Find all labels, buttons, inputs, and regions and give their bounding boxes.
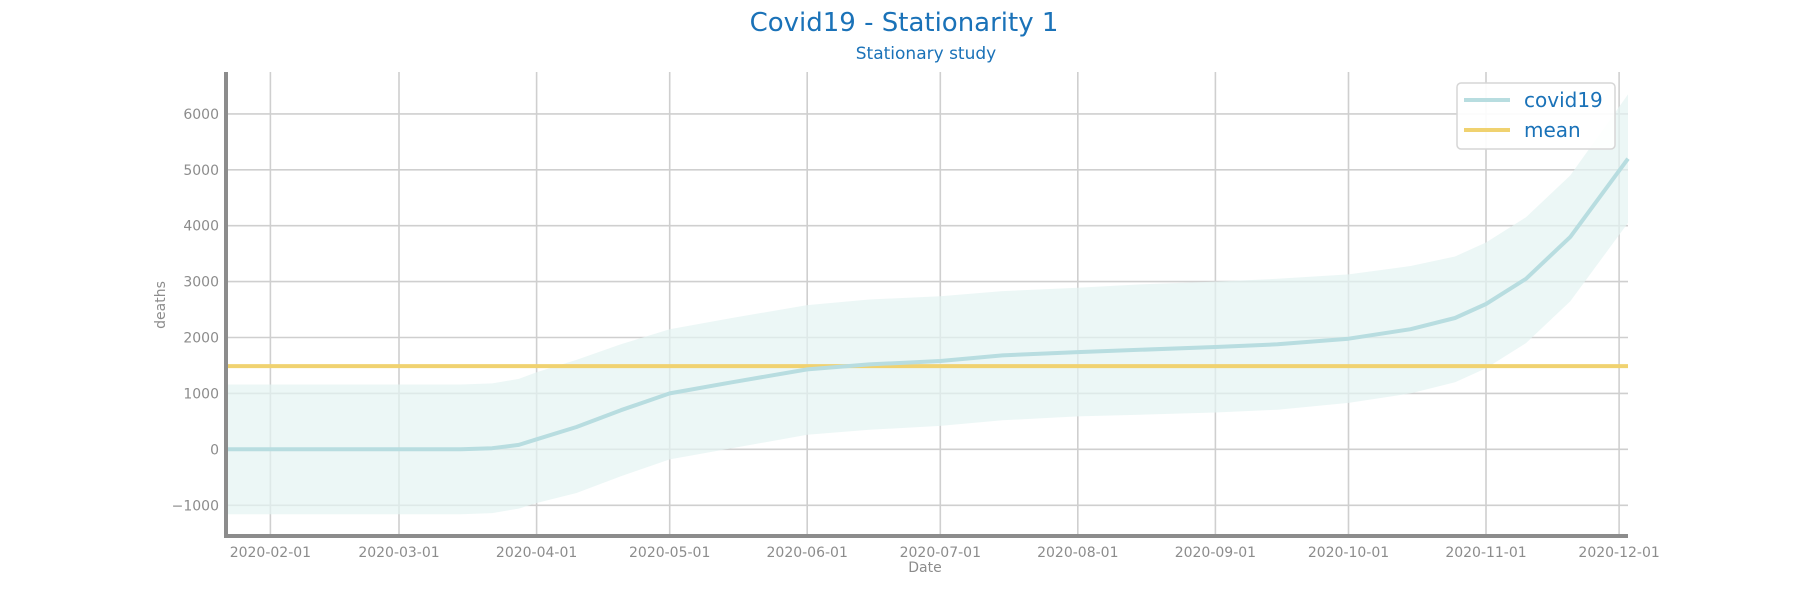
- x-tick-label: 2020-12-01: [1578, 545, 1659, 561]
- chart-subtitle: Stationary study: [856, 44, 996, 64]
- axes-layer: [224, 72, 1628, 538]
- tick-layer: 2020-02-01 2020-03-01 2020-04-01 2020-05-01…: [172, 107, 1660, 561]
- x-axis-label: Date: [908, 560, 941, 576]
- y-axis-label: deaths: [153, 281, 169, 329]
- x-tick-label: 2020-04-01: [496, 545, 577, 561]
- x-tick-label: 2020-09-01: [1175, 545, 1256, 561]
- x-tick-label: 2020-10-01: [1308, 545, 1389, 561]
- legend: covid19 mean: [1456, 82, 1616, 150]
- y-tick-label: 3000: [183, 275, 219, 291]
- x-tick-label: 2020-05-01: [629, 545, 710, 561]
- y-tick-label: 4000: [183, 219, 219, 235]
- series-line-covid19: [226, 157, 1630, 452]
- y-tick-label: 6000: [183, 107, 219, 123]
- x-tick-label: 2020-07-01: [900, 545, 981, 561]
- y-tick-label: −1000: [172, 498, 219, 514]
- x-tick-label: 2020-02-01: [230, 545, 311, 561]
- x-tick-label: 2020-03-01: [358, 545, 439, 561]
- legend-label-covid19: covid19: [1524, 88, 1603, 112]
- x-tick-label: 2020-11-01: [1445, 545, 1526, 561]
- chart-title: Covid19 - Stationarity 1: [750, 8, 1059, 38]
- series-layer: [226, 157, 1630, 452]
- y-tick-label: 1000: [183, 386, 219, 402]
- y-tick-label: 0: [210, 442, 219, 458]
- y-tick-label: 2000: [183, 331, 219, 347]
- x-tick-label: 2020-08-01: [1037, 545, 1118, 561]
- x-tick-label: 2020-06-01: [767, 545, 848, 561]
- band-layer: [226, 94, 1628, 515]
- y-tick-label: 5000: [183, 163, 219, 179]
- confidence-band: [226, 94, 1628, 515]
- legend-label-mean: mean: [1524, 118, 1581, 142]
